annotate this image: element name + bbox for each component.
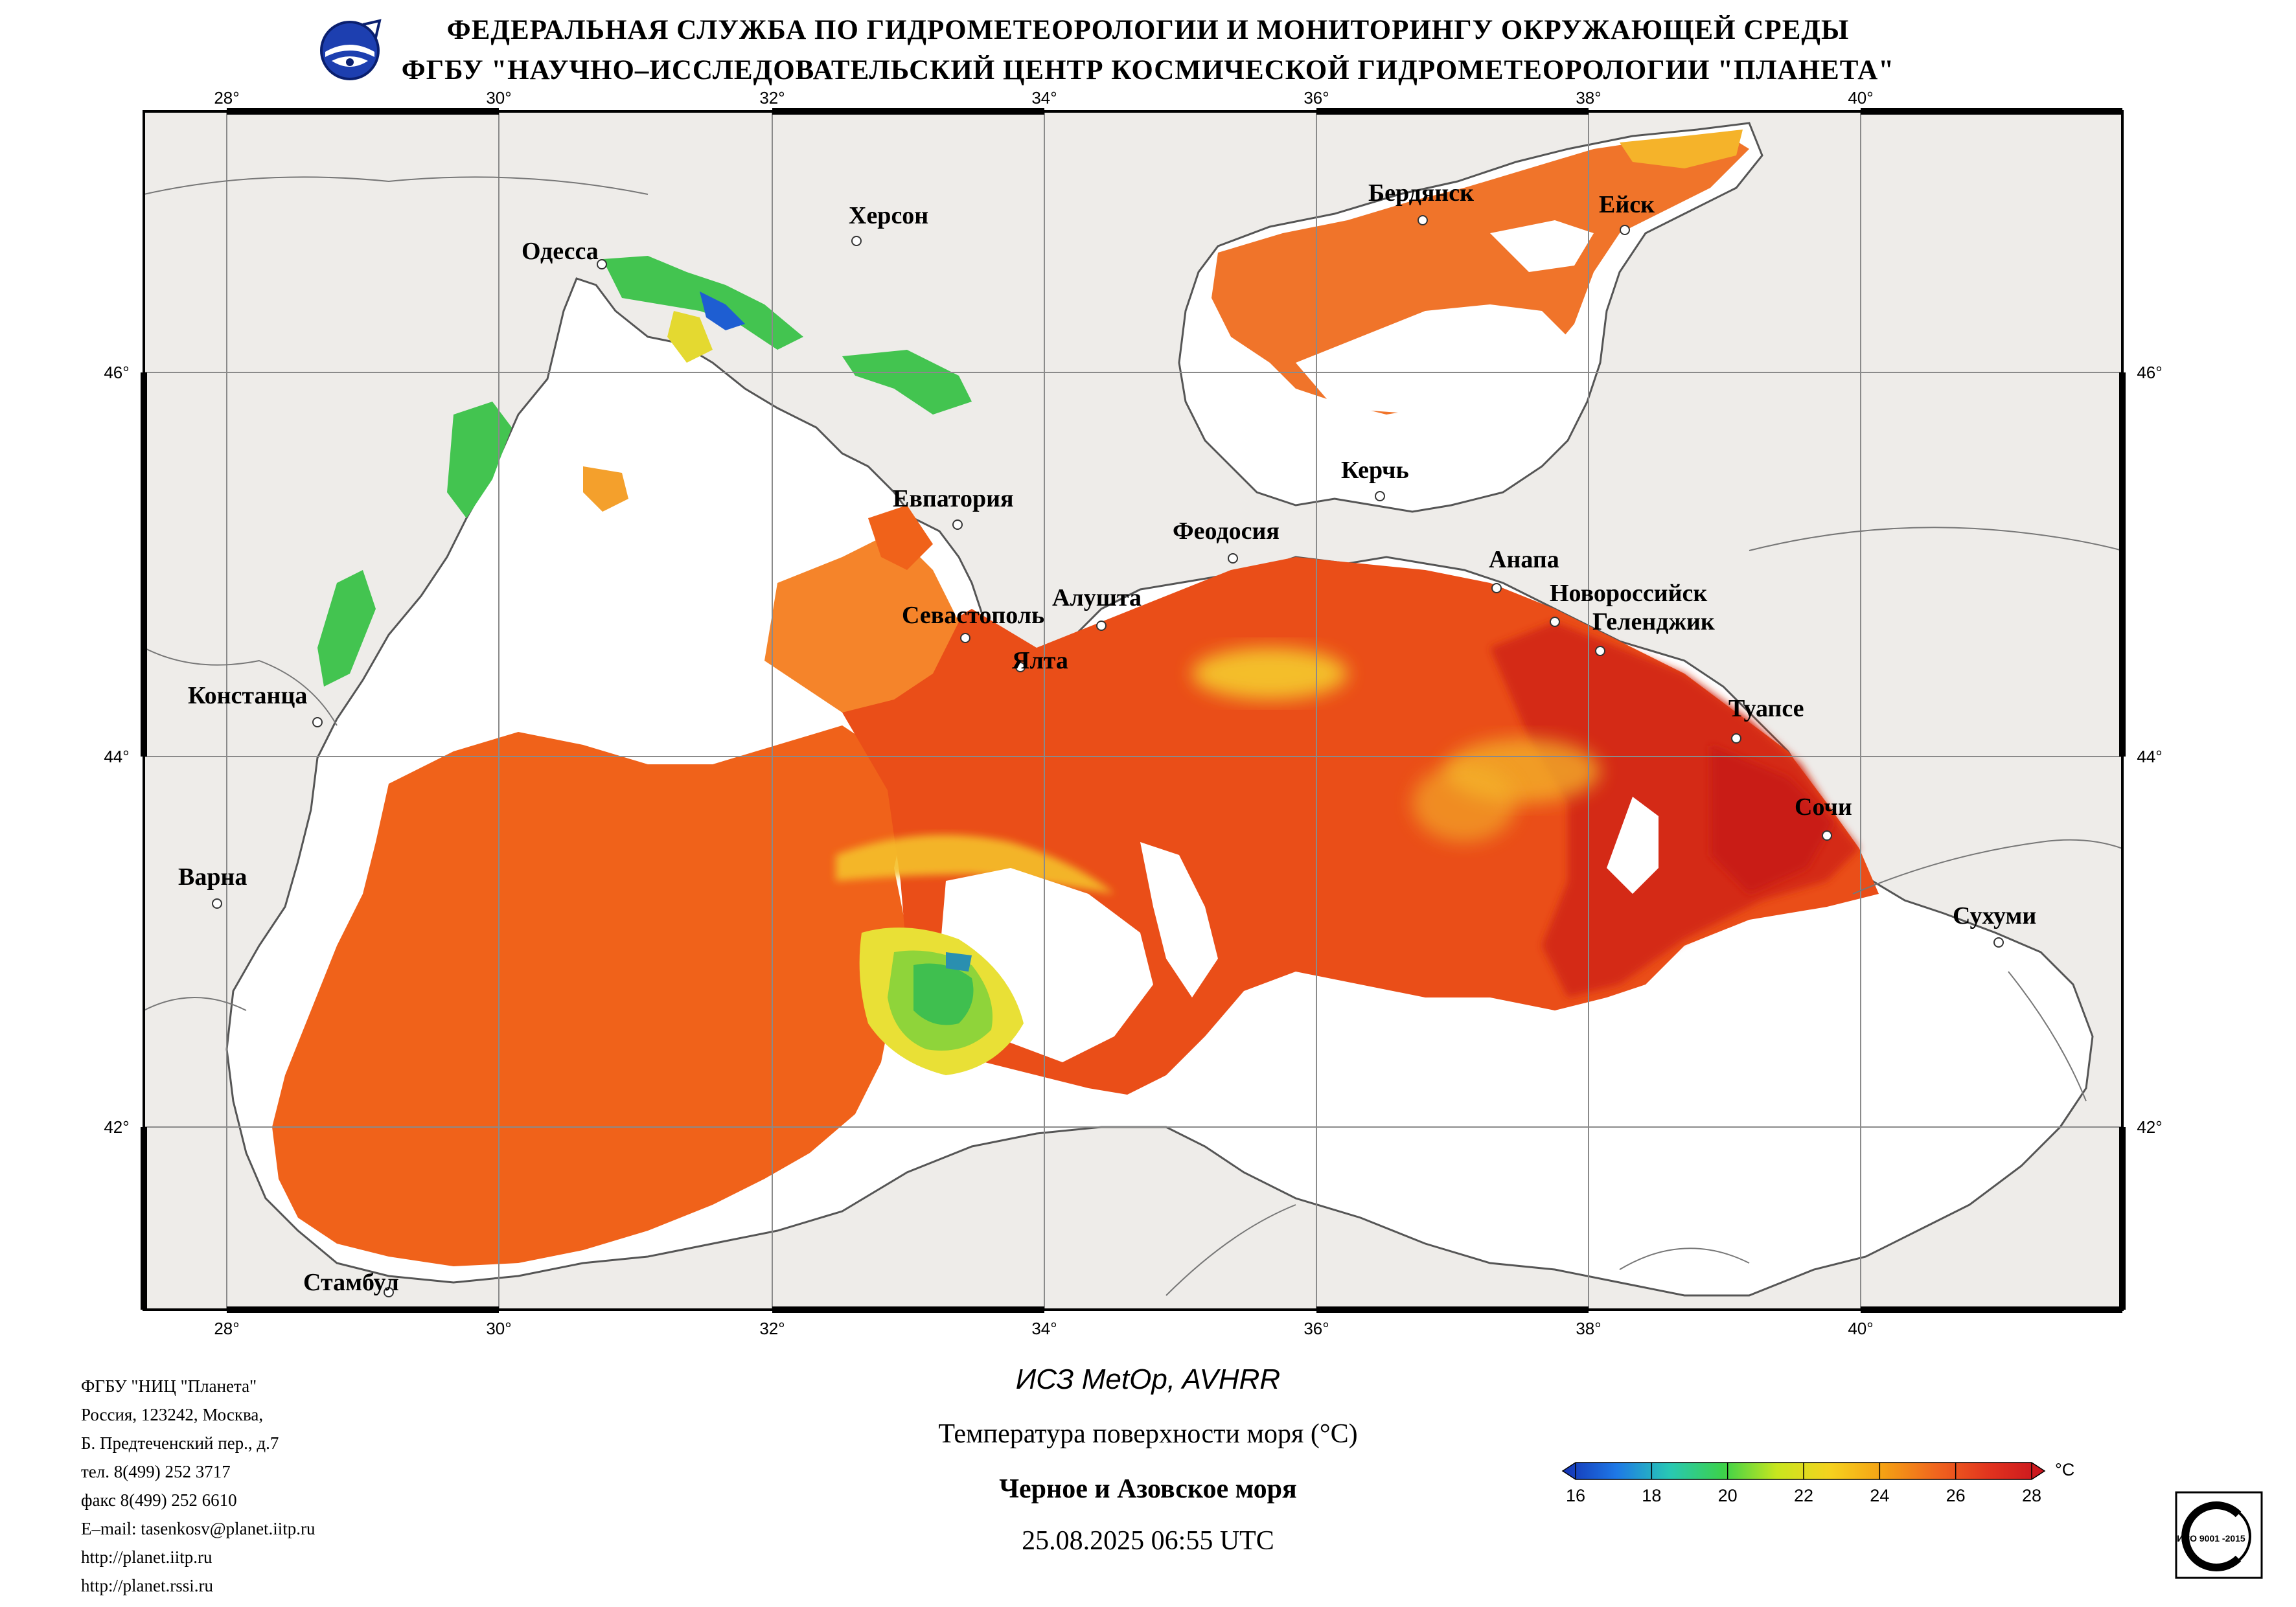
graticule [144,111,2122,1310]
city-label-gelendzhik: Геленджик [1592,608,1715,635]
city-label-sukhumi: Сухуми [1953,902,2036,929]
country-borders [144,176,2122,1296]
lat-label-right-42: 42° [2137,1117,2162,1137]
city-label-constanta: Констанца [188,682,307,709]
city-label-istanbul: Стамбул [303,1269,399,1296]
contact-address-2: Б. Предтеченский пер., д.7 [81,1433,279,1453]
lon-label-bottom-36: 36° [1303,1319,1329,1338]
iso-badge: ИСО 9001 -2015 [2175,1491,2263,1579]
frame-ticks [141,108,2126,1313]
city-label-sochi: Сочи [1795,793,1852,821]
caption-region: Черное и Азовское моря [999,1474,1297,1504]
colorbar-tick-label: 28 [2022,1486,2041,1505]
lon-label-top-28: 28° [214,88,239,108]
city-label-sevastopol: Севастополь [902,602,1044,629]
caption-satellite: ИСЗ MetOp, AVHRR [1015,1363,1281,1395]
header-line-2: ФГБУ "НАУЧНО–ИССЛЕДОВАТЕЛЬСКИЙ ЦЕНТР КОС… [401,55,1895,85]
city-label-varna: Варна [178,863,247,891]
caption-parameter: Температура поверхности моря (°С) [938,1419,1358,1449]
lon-label-top-30: 30° [486,88,511,108]
city-label-yevpatoria: Евпатория [893,485,1014,512]
lon-label-bottom-34: 34° [1031,1319,1057,1338]
colorbar-tick-label: 18 [1642,1486,1661,1505]
colorbar-tick-label: 26 [1946,1486,1966,1505]
contact-block: ФГБУ "НИЦ "Планета" Россия, 123242, Моск… [81,1372,316,1600]
header-line-1: ФЕДЕРАЛЬНАЯ СЛУЖБА ПО ГИДРОМЕТЕОРОЛОГИИ … [446,15,1850,45]
city-label-kerch: Керчь [1341,457,1409,484]
city-label-odessa: Одесса [522,238,599,265]
lon-label-top-38: 38° [1576,88,1601,108]
city-label-novorossiysk: Новороссийск [1550,580,1707,607]
lat-label-left-46: 46° [104,363,129,382]
contact-address-1: Россия, 123242, Москва, [81,1405,264,1424]
lon-label-bottom-30: 30° [486,1319,511,1338]
lon-label-bottom-38: 38° [1576,1319,1601,1338]
city-label-alushta: Алушта [1052,584,1142,611]
caption-datetime: 25.08.2025 06:55 UTC [1022,1526,1274,1556]
lon-label-top-36: 36° [1303,88,1329,108]
colorbar: 16 18 20 22 24 26 28 °С [1561,1460,2074,1505]
iso-badge-label: ИСО 9001 -2015 [2177,1533,2245,1544]
lat-label-right-44: 44° [2137,747,2162,766]
lon-label-bottom-40: 40° [1848,1319,1873,1338]
sst-layer [272,130,1879,1266]
lat-label-left-42: 42° [104,1117,129,1137]
lat-label-right-46: 46° [2137,363,2162,382]
contact-url-1[interactable]: http://planet.iitp.ru [81,1547,212,1567]
city-label-yalta: Ялта [1012,647,1068,674]
planeta-logo [320,19,382,80]
colorbar-tick-label: 16 [1566,1486,1585,1505]
city-label-berdyansk: Бердянск [1368,179,1474,207]
colorbar-unit: °С [2055,1460,2074,1479]
city-markers [212,215,2004,1297]
colorbar-tick-label: 20 [1718,1486,1738,1505]
lon-label-top-32: 32° [759,88,785,108]
lon-label-top-40: 40° [1848,88,1873,108]
contact-phone: тел. 8(499) 252 3717 [81,1462,231,1481]
contact-org: ФГБУ "НИЦ "Планета" [81,1376,257,1396]
city-label-yeysk: Ейск [1599,191,1655,218]
colorbar-tick-label: 24 [1870,1486,1889,1505]
contact-fax: факс 8(499) 252 6610 [81,1490,237,1510]
city-label-tuapse: Туапсе [1728,695,1804,722]
contact-url-2[interactable]: http://planet.rssi.ru [81,1576,213,1595]
lon-label-bottom-28: 28° [214,1319,239,1338]
lon-label-top-34: 34° [1031,88,1057,108]
lat-label-left-44: 44° [104,747,129,766]
city-label-anapa: Анапа [1489,546,1559,573]
colorbar-tick-label: 22 [1794,1486,1813,1505]
city-label-kherson: Херсон [849,202,928,229]
lon-label-bottom-32: 32° [759,1319,785,1338]
contact-email[interactable]: E–mail: tasenkosv@planet.iitp.ru [81,1519,316,1538]
city-label-feodosia: Феодосия [1173,518,1280,545]
